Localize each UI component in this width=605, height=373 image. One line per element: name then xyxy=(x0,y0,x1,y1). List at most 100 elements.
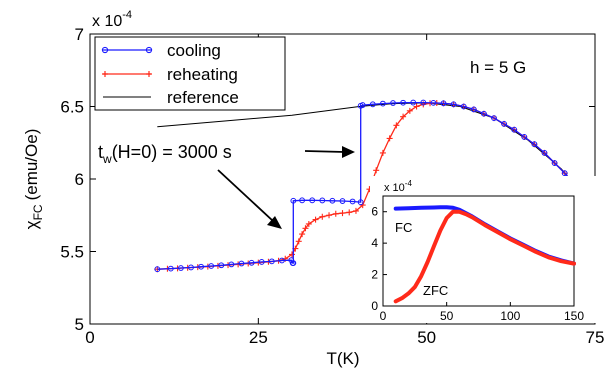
x-tick-label: 0 xyxy=(85,328,94,347)
point-cooling xyxy=(470,106,477,113)
inset-series-line-ZFC xyxy=(393,209,576,304)
point-cooling xyxy=(289,260,296,267)
point-cooling xyxy=(268,258,275,265)
point-cooling xyxy=(380,100,386,107)
wait-time-text: (H=0) = 3000 s xyxy=(112,142,232,162)
inset-y-exponent: x 10-4 xyxy=(384,179,412,194)
point-cooling xyxy=(290,197,297,204)
point-cooling xyxy=(238,260,245,267)
point-cooling xyxy=(440,100,447,107)
point-reheating xyxy=(319,213,326,220)
legend-entry-reference: reference xyxy=(103,88,239,107)
inset-x-tick-label: 0 xyxy=(380,309,387,323)
point-cooling xyxy=(248,259,255,266)
point-reheating xyxy=(413,103,420,110)
point-cooling xyxy=(178,265,184,271)
point-cooling xyxy=(299,197,306,204)
inset-axes: 0 50 100 150 0 2 4 6 xyxy=(371,205,584,323)
point-cooling xyxy=(541,150,548,156)
point-reheating xyxy=(352,207,359,214)
point-reheating xyxy=(373,167,380,174)
point-cooling xyxy=(329,197,336,204)
point-reheating xyxy=(305,220,312,227)
point-cooling xyxy=(288,257,295,264)
point-cooling xyxy=(400,99,407,106)
main-y-exponent: x 10-4 xyxy=(92,9,132,30)
point-cooling xyxy=(551,160,558,166)
point-cooling xyxy=(491,115,497,121)
inset-background xyxy=(370,176,600,323)
point-cooling xyxy=(319,197,326,204)
wait-time-symbol: t xyxy=(98,142,103,162)
inset-y-tick-label: 4 xyxy=(371,236,378,250)
legend-marker-reheating xyxy=(102,71,152,77)
wait-time-annotation: tw(H=0) = 3000 s xyxy=(98,142,355,229)
point-reheating xyxy=(302,225,309,232)
point-cooling xyxy=(208,263,215,269)
field-label: h = 5 G xyxy=(470,58,526,77)
point-cooling xyxy=(349,198,356,205)
inset-label-fc: FC xyxy=(395,220,412,235)
point-cooling xyxy=(561,170,568,177)
point-cooling xyxy=(198,263,205,270)
inset-x-tick-label: 150 xyxy=(564,309,584,323)
point-cooling xyxy=(258,259,265,265)
x-tick-label: 25 xyxy=(249,328,268,347)
point-reheating xyxy=(289,251,295,258)
point-reheating xyxy=(386,135,393,142)
point-cooling xyxy=(501,121,508,127)
y-axis-label: χFC (emu/Oe) xyxy=(22,129,45,230)
point-reheating xyxy=(400,113,407,120)
arrow-to-40k-head xyxy=(342,146,355,158)
x-axis-label: T(K) xyxy=(326,349,359,368)
legend-label-reference: reference xyxy=(167,88,239,107)
arrow-to-30k-head xyxy=(267,216,282,229)
point-reheating xyxy=(332,210,339,217)
point-cooling xyxy=(218,262,225,269)
x-tick-label: 50 xyxy=(417,328,436,347)
inset-y-exponent-base: x 10 xyxy=(384,182,405,194)
point-cooling xyxy=(167,265,174,272)
y-tick-label: 5.5 xyxy=(60,243,84,262)
main-y-exponent-power: -4 xyxy=(122,9,132,21)
point-reheating xyxy=(339,210,346,217)
legend: cooling reheating reference xyxy=(94,36,286,111)
inset-label-zfc: ZFC xyxy=(423,283,448,298)
point-reheating xyxy=(406,107,413,114)
point-cooling xyxy=(410,99,417,106)
point-reheating xyxy=(295,238,302,245)
point-reheating xyxy=(379,149,386,156)
point-cooling xyxy=(339,198,346,204)
point-cooling xyxy=(390,100,396,106)
point-cooling xyxy=(450,101,457,108)
inset-chart: 0 50 100 150 0 2 4 6 x 10-4 FC ZFC xyxy=(370,176,600,323)
point-reheating xyxy=(326,212,333,219)
y-axis-label-units: (emu/Oe) xyxy=(22,129,41,201)
inset-x-tick-label: 50 xyxy=(440,309,454,323)
point-cooling xyxy=(279,257,285,264)
y-tick-label: 6 xyxy=(75,170,84,189)
point-cooling xyxy=(430,99,437,106)
main-axes: 0 25 50 75 5 5.5 6 6.5 7 xyxy=(60,25,604,347)
inset-y-exponent-power: -4 xyxy=(405,179,413,188)
point-cooling xyxy=(357,199,364,206)
point-cooling xyxy=(511,126,518,133)
point-cooling xyxy=(521,134,528,140)
inset-series-layer xyxy=(393,205,576,304)
y-axis-label-symbol: χ xyxy=(22,220,41,229)
point-cooling xyxy=(420,99,427,106)
x-tick-label: 75 xyxy=(586,328,605,347)
point-cooling xyxy=(460,103,467,110)
point-cooling xyxy=(369,101,376,108)
arrow-to-40k-line xyxy=(304,150,346,153)
point-reheating xyxy=(312,216,319,223)
point-cooling xyxy=(531,141,538,148)
y-tick-label: 7 xyxy=(75,25,84,44)
point-cooling xyxy=(481,110,487,117)
legend-marker-cooling xyxy=(145,46,153,54)
inset-plot-frame xyxy=(382,195,575,307)
wait-time-label: tw(H=0) = 3000 s xyxy=(98,142,232,166)
point-reheating xyxy=(346,209,353,216)
point-reheating xyxy=(393,122,400,129)
